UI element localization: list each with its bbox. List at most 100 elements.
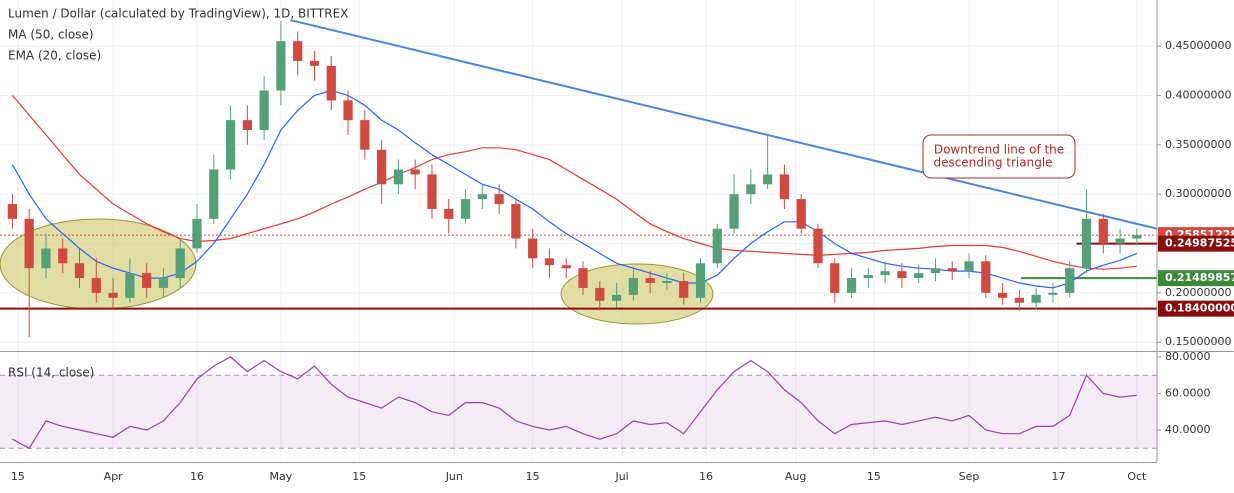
candle-body — [1132, 235, 1142, 239]
candle-body — [796, 199, 806, 229]
candle-body — [360, 120, 370, 150]
x-tick-label: 15 — [352, 470, 366, 483]
x-tick-label: 17 — [1051, 470, 1065, 483]
candle-body — [1014, 297, 1024, 303]
y-tick-label: 0.45000000 — [1165, 39, 1231, 52]
candle-body — [1098, 218, 1108, 244]
candle-body — [410, 169, 420, 175]
candle-body — [897, 271, 907, 279]
x-tick-label: Oct — [1127, 470, 1147, 483]
candle-body — [1115, 238, 1125, 244]
candle-body — [763, 174, 773, 185]
candle-body — [108, 292, 118, 298]
candle-body — [578, 268, 588, 288]
candle-body — [930, 268, 941, 274]
candle-body — [125, 273, 135, 298]
candle-body — [209, 169, 219, 219]
chart-title: Lumen / Dollar (calculated by TradingVie… — [8, 7, 348, 21]
candle-body — [695, 263, 706, 298]
candle-body — [1065, 268, 1075, 293]
level-label: 0.18400000 — [1165, 302, 1234, 315]
x-tick-label: Jun — [445, 470, 463, 483]
grid — [0, 0, 1157, 462]
candle-body — [41, 248, 51, 269]
annotation-text: Downtrend line of the — [934, 143, 1064, 157]
x-tick-label: May — [270, 470, 293, 483]
candle-body — [528, 238, 538, 259]
level-label: 0.21489857 — [1165, 271, 1234, 284]
y-tick-label: 40.0000 — [1165, 423, 1211, 436]
rsi-band — [0, 375, 1157, 449]
y-tick-label: 0.20000000 — [1165, 286, 1231, 299]
x-tick-label: Sep — [959, 470, 980, 483]
candle-body — [7, 204, 17, 219]
x-tick-label: Jul — [614, 470, 628, 483]
x-tick-label: Aug — [785, 470, 806, 483]
plot — [0, 19, 1158, 450]
candle-body — [242, 120, 252, 130]
candle-body — [511, 204, 521, 239]
candle-body — [846, 278, 857, 293]
candle-body — [813, 228, 823, 264]
legend-entry: MA (50, close) — [8, 28, 94, 42]
candle-body — [293, 41, 303, 61]
candle-body — [326, 65, 336, 101]
candle-body — [1031, 294, 1041, 303]
candle-body — [863, 275, 873, 279]
candle-body — [158, 278, 169, 288]
level-tag — [1158, 270, 1234, 287]
candle-body — [1081, 218, 1092, 269]
candle-body — [712, 228, 722, 264]
candle-body — [276, 41, 286, 91]
candle-body — [175, 248, 185, 279]
candle-body — [1048, 292, 1058, 295]
candle-body — [914, 273, 924, 279]
level-label: 0.24987525 — [1165, 237, 1234, 250]
y-tick-label: 0.35000000 — [1165, 138, 1231, 151]
annotation-box — [922, 134, 1076, 179]
y-tick-label: 60.0000 — [1165, 386, 1211, 399]
candle-body — [309, 60, 320, 66]
candle-body — [393, 169, 404, 185]
candle-body — [645, 278, 655, 283]
x-tick-label: 15 — [867, 470, 881, 483]
candle-body — [377, 149, 387, 185]
candle-body — [779, 174, 790, 200]
candle-body — [225, 120, 236, 170]
level-tag — [1158, 300, 1234, 317]
candle-body — [192, 218, 202, 249]
candle-body — [997, 292, 1008, 298]
trendline — [290, 19, 1158, 230]
candle-body — [964, 261, 974, 272]
candle-body — [24, 218, 34, 269]
candle-body — [947, 268, 957, 272]
level-tag — [1158, 235, 1234, 252]
y-tick-label: 0.30000000 — [1165, 187, 1231, 200]
candle-body — [343, 100, 353, 121]
candle-body — [427, 174, 437, 209]
candle-body — [729, 194, 739, 229]
rsi-title: RSI (14, close) — [8, 366, 94, 380]
candle-body — [611, 294, 622, 301]
candle-body — [460, 199, 471, 219]
y-tick-label: 0.15000000 — [1165, 335, 1231, 348]
x-tick-label: 15 — [526, 470, 540, 483]
candle-body — [477, 194, 487, 200]
candle-body — [142, 273, 152, 288]
candle-body — [830, 263, 840, 293]
candle-body — [91, 278, 101, 293]
candle-body — [628, 278, 638, 295]
candle-body — [880, 271, 890, 276]
y-tick-label: 80.0000 — [1165, 350, 1211, 363]
candle-body — [259, 90, 269, 130]
x-tick-label: 16 — [699, 470, 713, 483]
candle-body — [494, 194, 504, 205]
candle-body — [746, 184, 756, 195]
annotation-text: descending triangle — [933, 156, 1052, 170]
candle-body — [444, 208, 454, 219]
candle-body — [662, 281, 672, 283]
candle-body — [561, 265, 571, 269]
candle-body — [595, 287, 605, 301]
